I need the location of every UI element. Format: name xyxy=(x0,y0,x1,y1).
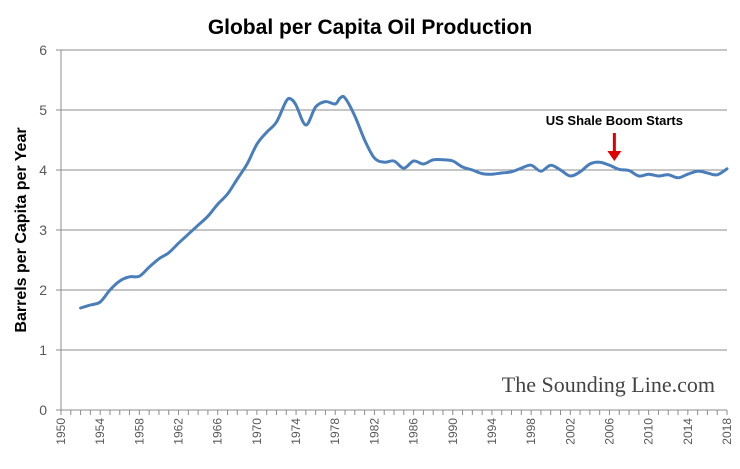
y-tick-label: 5 xyxy=(39,102,47,118)
y-tick-label: 1 xyxy=(39,342,47,358)
x-tick-label: 1998 xyxy=(524,418,538,445)
y-axis-label: Barrels per Capita per Year xyxy=(13,127,30,332)
x-tick-label: 2002 xyxy=(563,418,577,445)
x-tick-label: 1990 xyxy=(446,418,460,445)
x-tick-label: 1966 xyxy=(211,418,225,445)
x-tick-label: 2018 xyxy=(720,418,734,445)
x-tick-label: 2014 xyxy=(681,418,695,445)
y-tick-label: 2 xyxy=(39,282,47,298)
x-tick-label: 1970 xyxy=(250,418,264,445)
gridlines xyxy=(61,49,727,351)
x-tick-label: 1962 xyxy=(172,418,186,445)
annotation: US Shale Boom Starts xyxy=(546,113,683,161)
annotation-arrow-head xyxy=(607,151,622,161)
x-tick-label: 2010 xyxy=(642,418,656,445)
annotation-label: US Shale Boom Starts xyxy=(546,113,683,128)
x-tick-label: 1958 xyxy=(132,418,146,445)
x-tick-label: 1982 xyxy=(367,418,381,445)
y-tick-label: 0 xyxy=(39,402,47,418)
x-tick-labels: 1950 1954 1958 1962 1966 1970 1974 1978 1982 1986… xyxy=(54,418,734,445)
x-tick-label: 1978 xyxy=(328,418,342,445)
axes xyxy=(56,49,728,415)
x-tick-label: 2006 xyxy=(602,418,616,445)
y-tick-label: 4 xyxy=(39,162,47,178)
y-tick-labels: 0 1 2 3 4 5 6 xyxy=(39,42,47,418)
x-tick-label: 1994 xyxy=(485,418,499,445)
chart-title: Global per Capita Oil Production xyxy=(208,16,532,39)
x-tick-label: 1986 xyxy=(407,418,421,445)
x-tick-label: 1974 xyxy=(289,418,303,445)
series-line xyxy=(79,94,729,310)
y-tick-label: 6 xyxy=(39,42,47,58)
x-tick-label: 1950 xyxy=(54,418,68,445)
y-tick-label: 3 xyxy=(39,222,47,238)
x-tick-label: 1954 xyxy=(93,418,107,445)
watermark: The Sounding Line.com xyxy=(502,372,715,397)
